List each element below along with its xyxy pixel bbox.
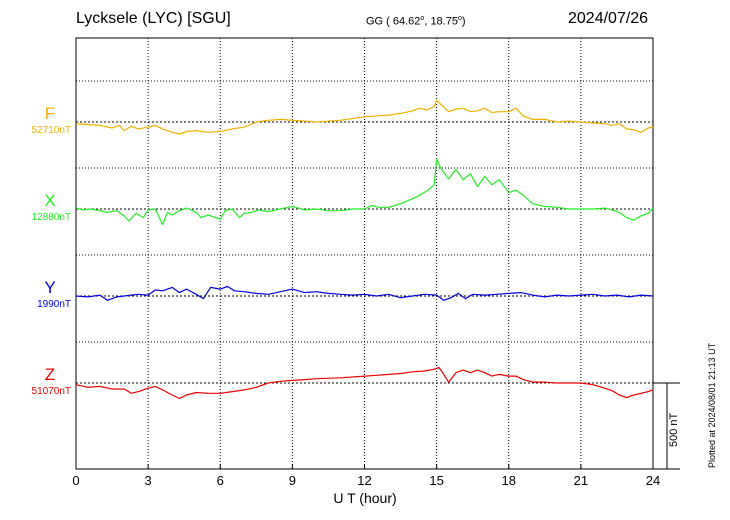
x-axis-label: U T (hour): [333, 490, 397, 506]
series-line-z: [75, 366, 654, 400]
x-tick-label: 24: [645, 473, 661, 488]
x-tick-label: 6: [216, 473, 224, 488]
component-name-x: X: [44, 191, 56, 210]
series-line-f: [75, 99, 654, 135]
x-tick-label: 3: [144, 473, 152, 488]
station-coords: GG ( 64.62o, 18.75o): [366, 15, 466, 28]
x-tick-label: 0: [72, 473, 80, 488]
grid-lines: [76, 38, 653, 469]
component-baseline-z: 51070nT: [31, 386, 71, 397]
component-name-y: Y: [44, 278, 56, 297]
plotted-timestamp: Plotted at 2024/08/01 21:13 UT: [707, 342, 717, 468]
station-title: Lycksele (LYC) [SGU]: [76, 10, 231, 27]
x-tick-label: 18: [501, 473, 516, 488]
axis-ticks: [75, 464, 654, 469]
x-tick-label: 9: [288, 473, 296, 488]
series-group: [75, 99, 654, 400]
x-tick-label: 15: [429, 473, 444, 488]
series-line-y: [75, 285, 654, 301]
component-baseline-y: 1990nT: [37, 299, 71, 310]
x-tick-label: 12: [357, 473, 372, 488]
scale-bar: [653, 382, 680, 470]
plot-date: 2024/07/26: [568, 10, 649, 27]
series-line-x: [75, 158, 654, 226]
scale-bar-label: 500 nT: [668, 412, 680, 447]
component-name-f: F: [44, 104, 56, 123]
component-baseline-x: 12880nT: [31, 212, 71, 223]
x-tick-label: 21: [573, 473, 589, 488]
component-name-z: Z: [44, 365, 56, 384]
component-baseline-f: 52710nT: [31, 125, 71, 136]
